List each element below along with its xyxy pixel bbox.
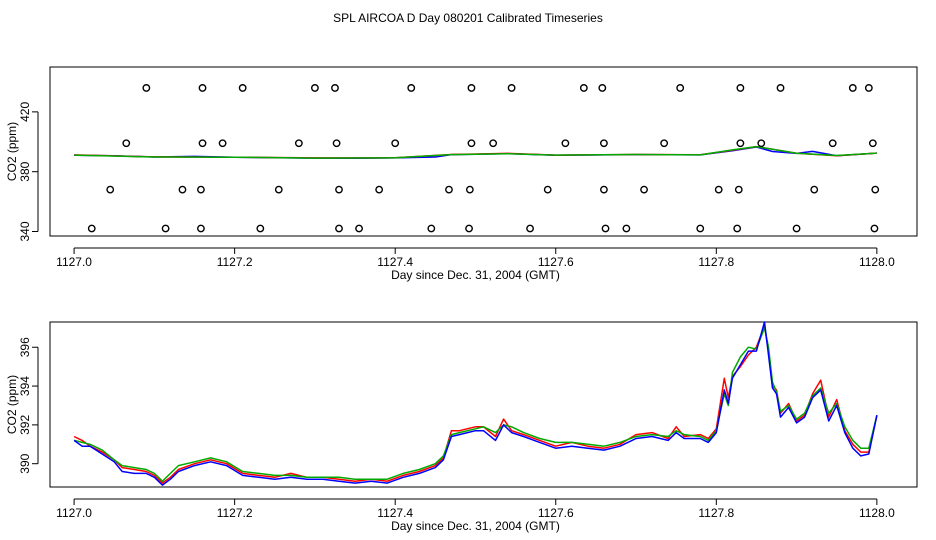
data-point-marker xyxy=(696,224,705,233)
bottom-chart-panel: 1127.0 1127.2 1127.4 1127.6 1127.8 1128.0 Day … xyxy=(5,321,918,533)
data-point-marker xyxy=(561,139,570,148)
y-axis-label: CO2 (ppm) xyxy=(5,375,19,434)
data-point-marker xyxy=(467,139,476,148)
x-tick-label: 1127.4 xyxy=(377,255,413,269)
x-axis-label: Day since Dec. 31, 2004 (GMT) xyxy=(391,268,560,282)
data-point-marker xyxy=(489,139,498,148)
y-tick-label: 420 xyxy=(18,102,32,122)
top-chart-panel: 1127.0 1127.2 1127.4 1127.6 1127.8 1128.0 Day … xyxy=(5,66,918,282)
y-tick-label: 340 xyxy=(18,221,32,241)
plot-frame xyxy=(49,321,918,488)
figure-title: SPL AIRCOA D Day 080201 Calibrated Times… xyxy=(333,11,603,25)
x-tick-label: 1127.0 xyxy=(56,255,92,269)
series-line xyxy=(74,145,877,159)
data-point-marker xyxy=(579,84,588,92)
data-point-marker xyxy=(600,185,608,194)
data-point-marker xyxy=(197,224,205,233)
data-point-marker xyxy=(598,84,607,92)
x-tick-label: 1128.0 xyxy=(859,255,895,269)
x-tick-label: 1128.0 xyxy=(859,506,895,520)
data-point-marker xyxy=(375,185,384,194)
data-point-marker xyxy=(810,185,819,194)
data-point-marker xyxy=(776,84,785,92)
data-point-marker xyxy=(543,185,552,194)
data-point-marker xyxy=(871,185,880,194)
data-point-marker xyxy=(848,84,857,92)
y-tick-label: 380 xyxy=(18,161,32,181)
data-point-marker xyxy=(465,185,474,194)
data-point-marker xyxy=(106,185,115,194)
data-point-marker xyxy=(792,224,801,233)
data-point-marker xyxy=(198,84,207,92)
x-tick-label: 1127.2 xyxy=(217,255,253,269)
data-point-marker xyxy=(197,185,205,194)
data-point-marker xyxy=(870,224,879,233)
x-tick-label: 1127.0 xyxy=(56,506,92,520)
x-tick-label: 1127.4 xyxy=(377,506,413,520)
data-point-marker xyxy=(238,84,247,92)
series-line xyxy=(73,327,878,482)
x-axis-label: Day since Dec. 31, 2004 (GMT) xyxy=(391,519,560,533)
data-point-marker xyxy=(640,185,648,194)
data-point-marker xyxy=(714,185,723,194)
data-point-marker xyxy=(736,139,745,148)
data-point-marker xyxy=(734,185,743,194)
y-axis-label: CO2 (ppm) xyxy=(5,122,19,181)
data-point-marker xyxy=(355,224,363,233)
y-tick-label: 392 xyxy=(18,415,32,435)
data-point-marker xyxy=(335,185,343,194)
x-tick-label: 1127.8 xyxy=(698,506,734,520)
data-point-marker xyxy=(828,139,837,148)
data-point-marker xyxy=(335,224,343,233)
data-point-marker xyxy=(622,224,631,233)
data-point-marker xyxy=(142,84,151,92)
data-point-marker xyxy=(274,185,283,194)
data-point-marker xyxy=(294,139,303,148)
data-point-marker xyxy=(122,139,131,148)
x-tick-label: 1127.8 xyxy=(698,255,734,269)
data-point-marker xyxy=(332,139,341,148)
data-point-marker xyxy=(757,139,766,148)
y-tick-label: 394 xyxy=(18,376,32,396)
y-tick-label: 396 xyxy=(18,337,32,357)
data-point-marker xyxy=(600,139,608,148)
data-point-marker xyxy=(676,84,685,92)
x-tick-label: 1127.2 xyxy=(217,506,253,520)
data-point-marker xyxy=(467,84,476,92)
data-point-marker xyxy=(256,224,265,233)
data-point-marker xyxy=(465,224,473,233)
data-point-marker xyxy=(445,185,453,194)
x-tick-label: 1127.6 xyxy=(538,255,574,269)
data-point-marker xyxy=(218,139,227,148)
data-point-marker xyxy=(601,224,610,233)
data-point-marker xyxy=(198,139,207,148)
data-point-marker xyxy=(733,224,742,233)
data-point-marker xyxy=(736,84,745,92)
y-tick-label: 390 xyxy=(18,453,32,473)
data-point-marker xyxy=(391,139,400,148)
data-point-marker xyxy=(868,139,877,148)
x-tick-label: 1127.6 xyxy=(538,506,574,520)
data-point-marker xyxy=(311,84,319,92)
data-point-marker xyxy=(161,224,170,233)
data-point-marker xyxy=(507,84,516,92)
data-point-marker xyxy=(331,84,339,92)
data-point-marker xyxy=(87,224,96,233)
plot-frame xyxy=(49,66,918,237)
data-point-marker xyxy=(864,84,873,92)
data-point-marker xyxy=(427,224,436,233)
data-point-marker xyxy=(407,84,416,92)
data-point-marker xyxy=(526,224,534,233)
data-point-marker xyxy=(178,185,187,194)
data-point-marker xyxy=(660,139,669,148)
series-line xyxy=(73,321,878,486)
